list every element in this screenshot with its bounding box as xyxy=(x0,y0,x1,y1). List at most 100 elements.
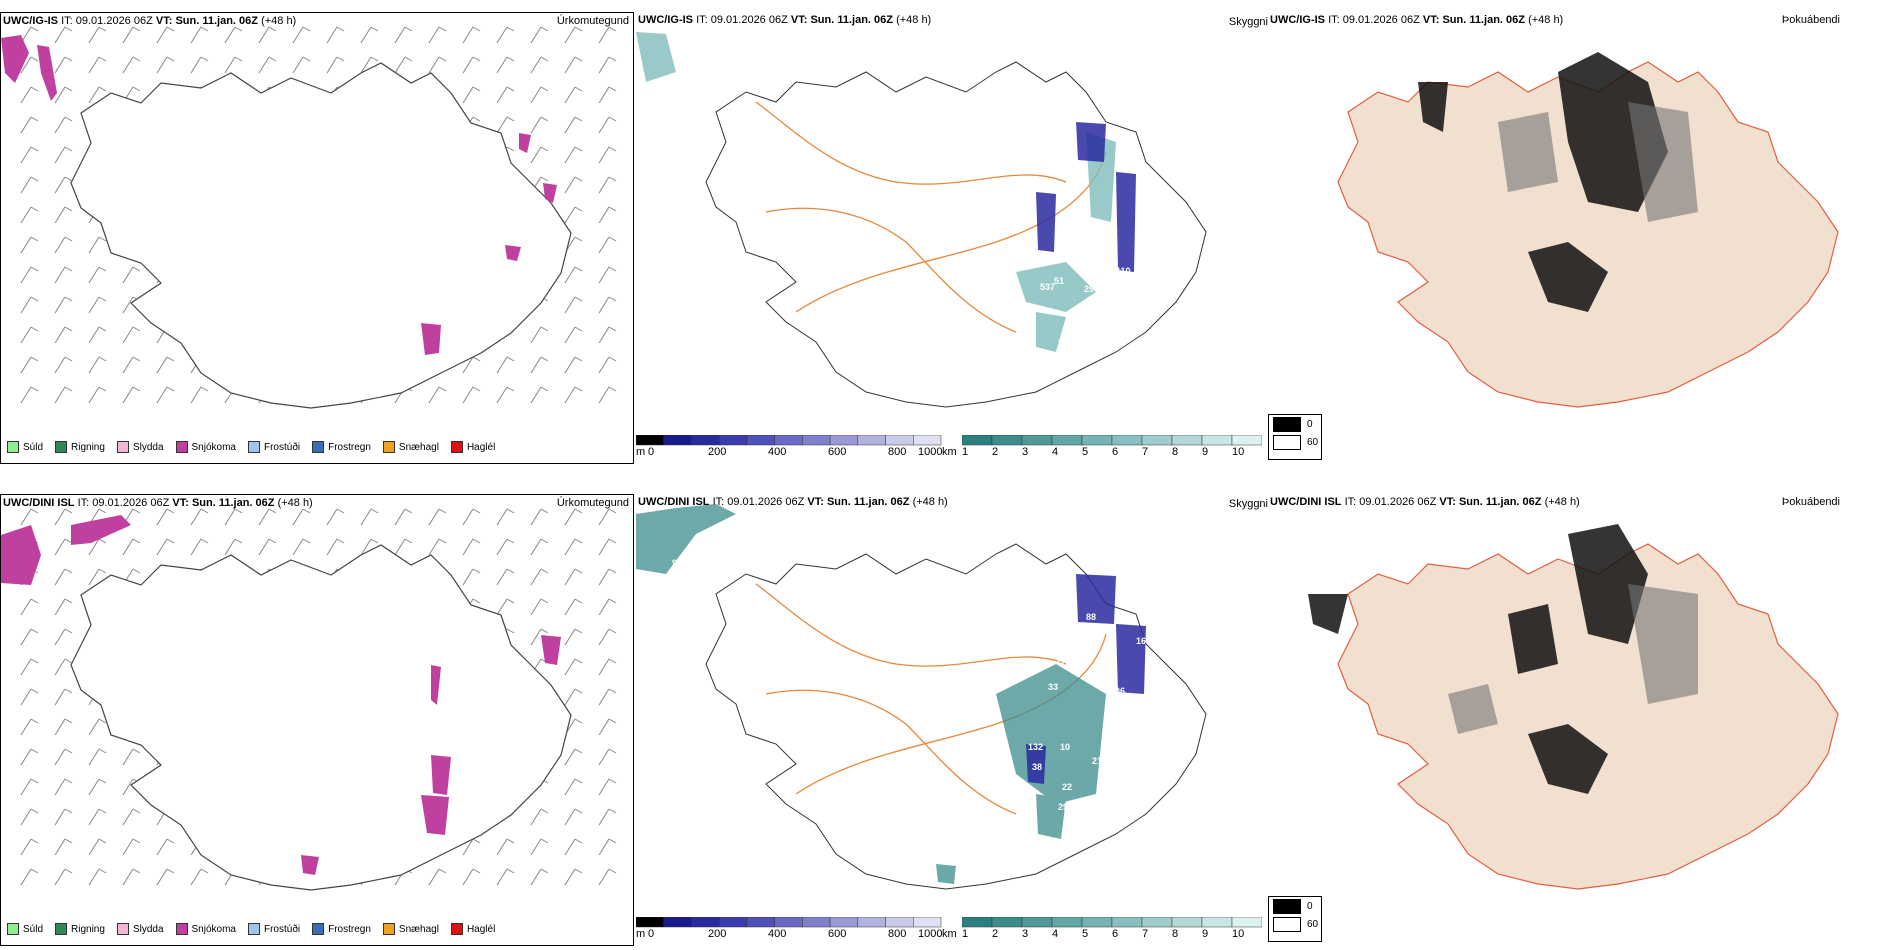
wind-barb xyxy=(462,568,474,586)
wind-barb-flag xyxy=(540,838,549,844)
panel-title: Þokuábendi xyxy=(1781,14,1840,26)
wind-barb xyxy=(428,508,440,526)
legend-swatch xyxy=(7,923,19,935)
wind-barb xyxy=(20,508,32,526)
wind-barb-flag xyxy=(404,538,413,544)
legend-swatch xyxy=(175,441,188,453)
wind-barb-flag xyxy=(574,56,583,62)
wind-barb-flag xyxy=(370,26,379,32)
wind-barb-flag xyxy=(608,326,617,332)
fog-swatch xyxy=(1273,916,1301,932)
wind-barb-flag xyxy=(608,508,617,514)
wind-barb-flag xyxy=(30,86,39,92)
iceland-outline xyxy=(70,544,572,891)
wind-barb xyxy=(428,386,440,404)
wind-barb-flag xyxy=(472,508,481,514)
wind-barb-flag xyxy=(472,838,481,844)
wind-barb-flag xyxy=(608,538,617,544)
wind-barb-flag xyxy=(132,86,141,92)
wind-barb-flag xyxy=(64,146,73,152)
wind-barb xyxy=(598,266,610,284)
cloud-base-label: 10 xyxy=(1060,742,1070,752)
wind-barb-flag xyxy=(98,568,107,574)
wind-barb xyxy=(564,688,576,706)
vis-tick: 4 xyxy=(1052,446,1059,458)
wind-barb-flag xyxy=(30,688,39,694)
iceland-outline xyxy=(70,62,572,409)
vis-tick: 3 xyxy=(1022,446,1029,458)
legend-swatch xyxy=(382,441,395,453)
wind-barb xyxy=(598,326,610,344)
wind-barb xyxy=(54,868,66,886)
wind-barb xyxy=(462,356,474,374)
wind-barb-flag xyxy=(574,658,583,664)
wind-barb-flag xyxy=(98,718,107,724)
wind-barb-flag xyxy=(302,56,311,62)
visibility-unit: km xyxy=(942,446,957,458)
fog-grey-areas xyxy=(1448,584,1698,734)
wind-barb-flag xyxy=(64,598,73,604)
wind-barb-flag xyxy=(370,56,379,62)
snow-areas xyxy=(1,35,557,355)
fog-dark-areas xyxy=(1308,524,1648,794)
wind-barb xyxy=(88,778,100,796)
wind-barb xyxy=(258,26,270,44)
wind-barb xyxy=(88,356,100,374)
vis-tick: 5 xyxy=(1082,446,1089,458)
wind-barb-flag xyxy=(472,568,481,574)
wind-barb-flag xyxy=(30,326,39,332)
wind-barb-flag xyxy=(268,26,277,32)
wind-barb-flag xyxy=(64,326,73,332)
visibility-ticks: 1 2 3 4 5 6 7 8 9 10 xyxy=(962,928,1262,942)
wind-barb xyxy=(122,808,134,826)
iceland-outline xyxy=(1337,61,1839,408)
wind-barb xyxy=(54,266,66,284)
wind-barb-flag xyxy=(608,628,617,634)
wind-barb xyxy=(122,326,134,344)
wind-barb-flag xyxy=(574,236,583,242)
cloud-base-label: 273 xyxy=(1056,656,1071,666)
legend-item: Frostregn xyxy=(312,441,371,453)
wind-barb-flag xyxy=(30,176,39,182)
wind-barb xyxy=(530,86,542,104)
wind-barb xyxy=(88,748,100,766)
wind-barb-flag xyxy=(608,688,617,694)
wind-barb xyxy=(564,356,576,374)
wind-barb xyxy=(20,598,32,616)
wind-barb-flag xyxy=(30,718,39,724)
wind-barb xyxy=(598,356,610,374)
wind-barb-flag xyxy=(574,26,583,32)
wind-barb-flag xyxy=(98,838,107,844)
wind-barb xyxy=(530,508,542,526)
wind-barb-flag xyxy=(132,386,141,392)
wind-barb xyxy=(462,838,474,856)
cloudbase-unit: m xyxy=(636,928,646,940)
wind-barb-flag xyxy=(540,356,549,362)
vis-tick: 8 xyxy=(1172,446,1179,458)
wind-barb-flag xyxy=(574,266,583,272)
wind-barb xyxy=(54,568,66,586)
legend-item: Haglél xyxy=(450,923,495,935)
wind-barb-flag xyxy=(336,26,345,32)
wind-barb-flag xyxy=(608,356,617,362)
wind-barb xyxy=(122,26,134,44)
colorbar-segment xyxy=(663,917,692,928)
wind-barb xyxy=(122,748,134,766)
wind-barb-flag xyxy=(574,808,583,814)
wind-barb xyxy=(530,116,542,134)
colorbar-segment xyxy=(1141,917,1173,928)
wind-barb-flag xyxy=(132,266,141,272)
wind-barb-flag xyxy=(64,868,73,874)
wind-barb xyxy=(564,748,576,766)
wind-barb-flag xyxy=(132,326,141,332)
wind-barb-flag xyxy=(608,748,617,754)
wind-barb-flag xyxy=(64,26,73,32)
vis-tick: 9 xyxy=(1202,446,1209,458)
wind-barb xyxy=(564,838,576,856)
colorbar-segment xyxy=(718,435,748,446)
wind-barb-flag xyxy=(540,538,549,544)
wind-barb-flag xyxy=(98,778,107,784)
fog-swatch xyxy=(1273,416,1301,432)
wind-barb-flag xyxy=(132,508,141,514)
vis-tick: 2 xyxy=(992,446,999,458)
